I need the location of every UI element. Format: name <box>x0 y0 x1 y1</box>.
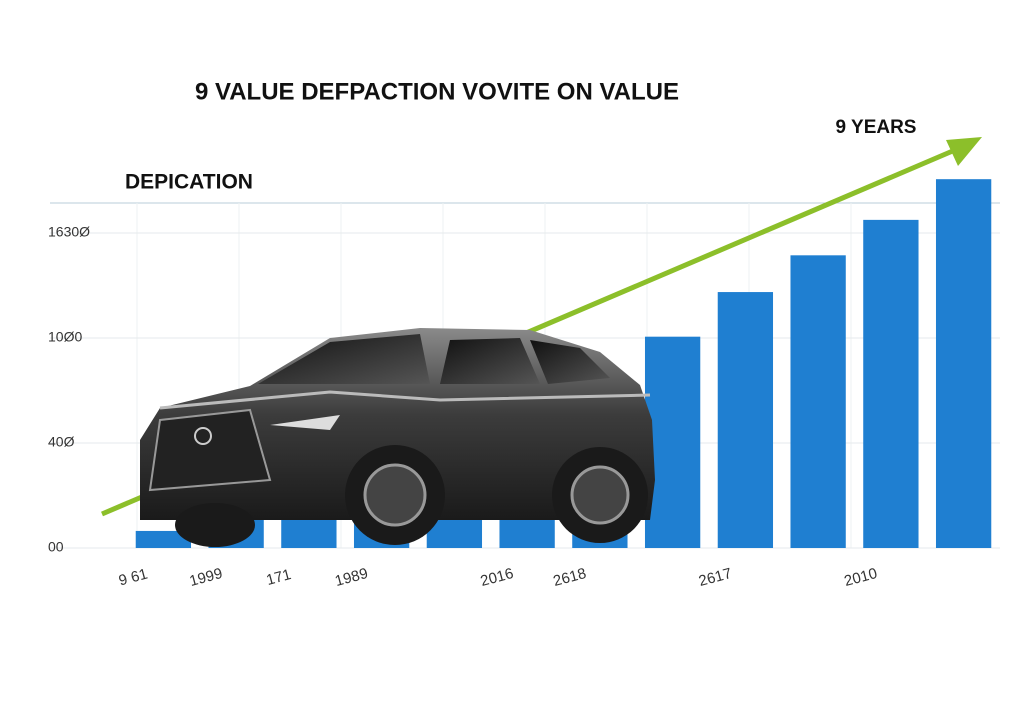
chart-title: 9 VALUE DEFPACTION VOVITE ON VALUE <box>195 78 679 105</box>
x-tick-label: 171 <box>264 566 293 589</box>
x-tick-label: 2617 <box>697 565 734 590</box>
bar <box>790 255 846 548</box>
bar <box>863 219 919 548</box>
bar <box>644 336 701 548</box>
y-tick-label: 00 <box>48 539 64 555</box>
y-tick-label: 1630Ø <box>48 224 90 240</box>
chart-subtitle: DEPICATION <box>125 171 253 194</box>
y-tick-label: 40Ø <box>48 434 75 450</box>
x-tick-label: 2618 <box>551 565 588 590</box>
x-tick-label: 1989 <box>333 565 370 590</box>
bar <box>281 519 337 548</box>
x-tick-label: 9 61 <box>117 565 150 589</box>
x-tick-label: 1999 <box>188 565 225 590</box>
x-tick-label: 2010 <box>842 565 879 590</box>
bar <box>135 530 192 548</box>
x-tick-label: 2016 <box>479 565 516 590</box>
car-illustration <box>140 328 655 547</box>
annotation: 9 YEARS <box>836 117 917 138</box>
bar <box>935 179 992 548</box>
y-tick-label: 10Ø0 <box>48 329 82 345</box>
bar <box>717 292 774 548</box>
